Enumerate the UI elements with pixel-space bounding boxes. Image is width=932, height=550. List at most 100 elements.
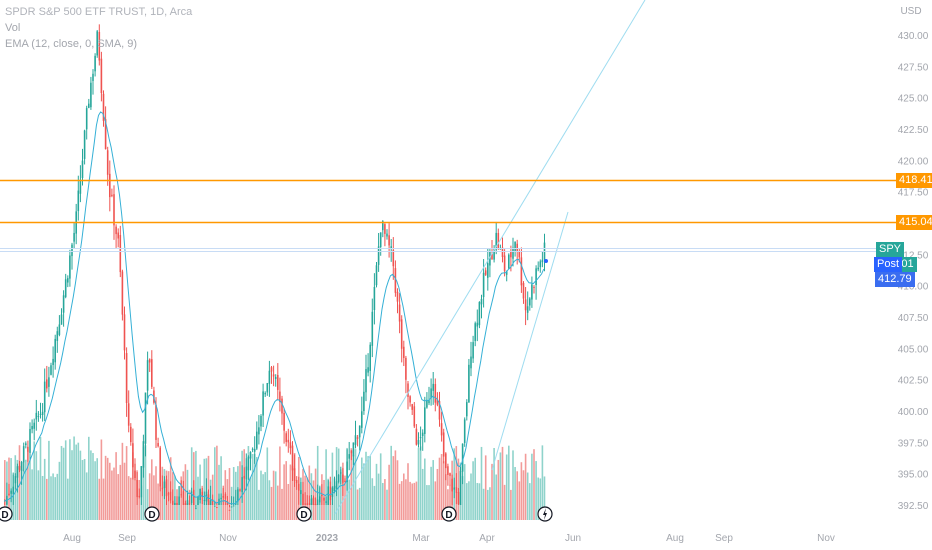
volume-bar: [482, 488, 485, 520]
candle-body: [463, 419, 466, 443]
candle-body: [407, 383, 409, 397]
candle-body: [161, 487, 164, 490]
volume-bar: [251, 454, 254, 520]
volume-bar: [283, 464, 285, 520]
candle-body: [186, 500, 189, 505]
volume-bar: [29, 460, 31, 520]
volume-bar: [529, 483, 531, 520]
horizontal-levels[interactable]: [0, 179, 896, 224]
candle-body: [121, 271, 124, 315]
candle-body: [243, 475, 245, 479]
candle-body: [148, 359, 151, 363]
volume-bar: [476, 482, 479, 520]
volume-bar: [285, 461, 287, 520]
dividend-marker-icon[interactable]: D: [296, 506, 312, 522]
volume-bar: [190, 447, 193, 520]
volume-bar: [493, 448, 495, 520]
candle-body: [54, 338, 56, 363]
volume-bar: [151, 459, 153, 520]
candle-body: [300, 490, 302, 495]
candle-body: [476, 322, 479, 327]
volume-bar: [33, 441, 35, 520]
last-price-lines: [0, 248, 896, 252]
volume-bar: [356, 489, 359, 520]
dividend-marker-icon[interactable]: D: [441, 506, 457, 522]
volume-bar: [130, 477, 132, 520]
volume-bar: [115, 452, 117, 520]
time-tick-label: Mar: [412, 533, 430, 544]
candle-body: [94, 55, 96, 72]
volume-bar: [442, 461, 445, 520]
candle-body: [180, 494, 182, 496]
volume-bar: [64, 440, 67, 520]
candle-body: [405, 357, 407, 380]
volume-bar: [426, 485, 428, 520]
dividend-marker-icon[interactable]: D: [0, 506, 13, 522]
volume-bar: [104, 455, 107, 520]
svg-text:D: D: [300, 510, 307, 521]
candle-body: [363, 391, 365, 412]
candle-body: [409, 396, 411, 403]
candle-body: [222, 496, 224, 498]
volume-bar: [409, 481, 411, 520]
time-axis[interactable]: Aug Sep Nov 2023 Mar Apr Jun Aug Sep Nov: [63, 533, 835, 544]
volume-bar: [94, 461, 96, 520]
legend-symbol[interactable]: SPDR S&P 500 ETF TRUST, 1D, Arca: [5, 6, 193, 18]
svg-text:D: D: [148, 510, 155, 521]
candle-body: [184, 503, 187, 505]
volume-bar: [184, 464, 187, 520]
legend-volume[interactable]: Vol: [5, 22, 21, 34]
candle-body: [501, 247, 504, 257]
volume-bar: [75, 444, 77, 520]
candle-body: [474, 323, 476, 341]
candle-body: [466, 402, 468, 417]
candle-body: [50, 365, 52, 375]
volume-bar: [316, 445, 319, 520]
candle-body: [16, 466, 19, 478]
volume-bar: [146, 489, 149, 520]
dividend-marker-icon[interactable]: D: [144, 506, 160, 522]
candle-body: [529, 298, 531, 306]
candle-body: [386, 233, 388, 237]
trendline-lower[interactable]: [491, 211, 569, 471]
trendline-upper[interactable]: [334, 0, 646, 515]
volume-bar: [277, 485, 279, 520]
candle-body: [62, 295, 65, 313]
candle-body: [48, 377, 50, 387]
volume-bar: [111, 470, 113, 520]
trendlines[interactable]: [334, 0, 646, 515]
legend-ema[interactable]: EMA (12, close, 0, SMA, 9): [5, 38, 138, 50]
volume-bar: [361, 457, 363, 520]
volume-bar: [314, 468, 317, 520]
volume-bar: [495, 474, 497, 520]
volume-bar: [411, 483, 413, 520]
price-tick-label: 425.00: [898, 94, 929, 105]
volume-bar: [35, 451, 38, 520]
candle-body: [125, 353, 128, 403]
candle-body: [56, 331, 59, 341]
candle-body: [169, 491, 172, 501]
volume-bar: [434, 481, 437, 520]
volume-bar: [27, 450, 29, 520]
volume-bar: [96, 458, 98, 520]
candle-body: [306, 503, 308, 505]
price-tick-label: 395.00: [898, 470, 929, 481]
candle-body: [295, 479, 298, 484]
candle-body: [461, 443, 464, 472]
candle-body: [323, 498, 325, 501]
volume-bar: [533, 449, 535, 520]
volume-bar: [337, 448, 340, 520]
earnings-lightning-icon[interactable]: [537, 506, 553, 522]
price-axis[interactable]: USD430.00427.50425.00422.50420.00417.504…: [898, 6, 929, 512]
candle-body: [37, 415, 40, 417]
volume-bar: [522, 470, 525, 520]
candle-body: [510, 251, 512, 258]
candle-body: [98, 32, 101, 61]
candle-body: [251, 448, 254, 450]
time-tick-label: 2023: [316, 533, 339, 544]
volume-bar: [39, 436, 42, 520]
candle-body: [310, 498, 313, 505]
